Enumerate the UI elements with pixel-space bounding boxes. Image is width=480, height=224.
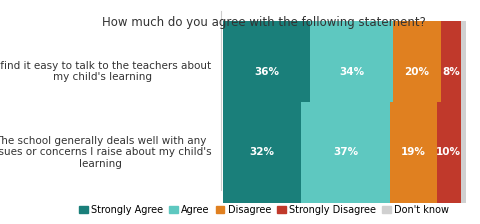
Text: The school generally deals well with any
issues or concerns I raise about my chi: The school generally deals well with any… [0,136,211,169]
Text: 19%: 19% [401,147,426,157]
Bar [442,21,461,122]
Text: 37%: 37% [333,147,358,157]
Bar [311,21,393,122]
Bar [393,21,442,122]
Bar [461,102,466,203]
Text: I find it easy to talk to the teachers about
my child's learning: I find it easy to talk to the teachers a… [0,61,211,82]
Text: How much do you agree with the following statement?: How much do you agree with the following… [102,16,426,29]
Legend: Strongly Agree, Agree, Disagree, Strongly Disagree, Don't know: Strongly Agree, Agree, Disagree, Strongl… [75,201,453,219]
Bar [223,21,311,122]
Text: 8%: 8% [442,67,460,77]
Bar [390,102,436,203]
Text: 32%: 32% [250,147,275,157]
Bar [436,102,461,203]
Bar [223,102,301,203]
Text: 20%: 20% [405,67,430,77]
Bar [461,21,466,122]
Text: 10%: 10% [436,147,461,157]
Text: 36%: 36% [254,67,279,77]
Bar [301,102,390,203]
Text: 34%: 34% [339,67,364,77]
